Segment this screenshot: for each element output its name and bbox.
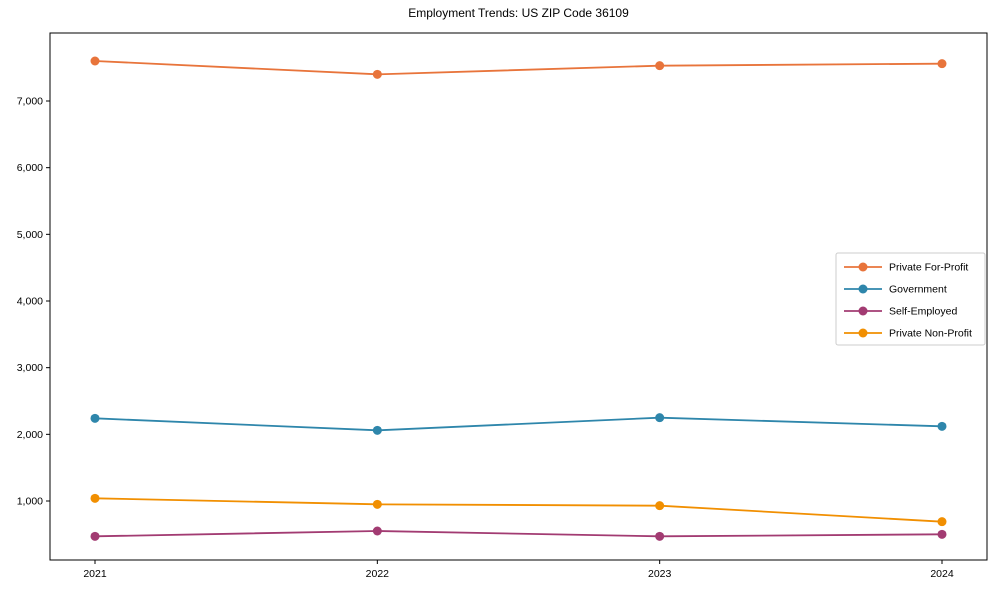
y-tick-label: 5,000	[17, 229, 43, 241]
x-tick-label: 2024	[930, 568, 954, 580]
data-point-self-employed	[372, 526, 382, 536]
legend-marker-self-employed	[858, 306, 868, 316]
x-tick-label: 2023	[648, 568, 672, 580]
series-line-private-for-profit	[94, 60, 943, 76]
y-tick-label: 2,000	[17, 429, 43, 441]
data-point-government	[655, 413, 665, 423]
data-point-government	[372, 425, 382, 435]
y-tick-label: 7,000	[17, 96, 43, 108]
legend-label-self-employed: Self-Employed	[889, 306, 957, 318]
data-point-private-non-profit	[90, 493, 100, 503]
legend-marker-private-for-profit	[858, 262, 868, 272]
data-point-self-employed	[90, 531, 100, 541]
x-tick-label: 2022	[366, 568, 390, 580]
legend-label-government: Government	[889, 284, 947, 296]
data-point-private-for-profit	[90, 56, 100, 66]
series-line-government	[94, 416, 943, 432]
data-point-private-non-profit	[937, 517, 947, 527]
legend-box	[835, 252, 986, 346]
data-point-government	[90, 413, 100, 423]
series-line-self-employed	[94, 530, 943, 538]
legend-marker-government	[858, 284, 868, 294]
data-point-private-non-profit	[372, 499, 382, 509]
legend-label-private-for-profit: Private For-Profit	[889, 262, 968, 274]
y-tick-label: 4,000	[17, 296, 43, 308]
data-point-private-for-profit	[372, 69, 382, 79]
data-point-private-for-profit	[655, 61, 665, 71]
data-point-private-for-profit	[937, 59, 947, 69]
legend-label-private-non-profit: Private Non-Profit	[889, 328, 972, 340]
plot-border	[49, 32, 988, 561]
x-tick-label: 2021	[83, 568, 107, 580]
data-point-self-employed	[655, 531, 665, 541]
y-tick-label: 6,000	[17, 162, 43, 174]
data-point-private-non-profit	[655, 501, 665, 511]
legend-marker-private-non-profit	[858, 328, 868, 338]
data-point-government	[937, 421, 947, 431]
series-line-private-non-profit	[94, 497, 943, 523]
y-tick-label: 1,000	[17, 496, 43, 508]
chart-title: Employment Trends: US ZIP Code 36109	[408, 6, 629, 20]
data-point-self-employed	[937, 529, 947, 539]
y-tick-label: 3,000	[17, 362, 43, 374]
